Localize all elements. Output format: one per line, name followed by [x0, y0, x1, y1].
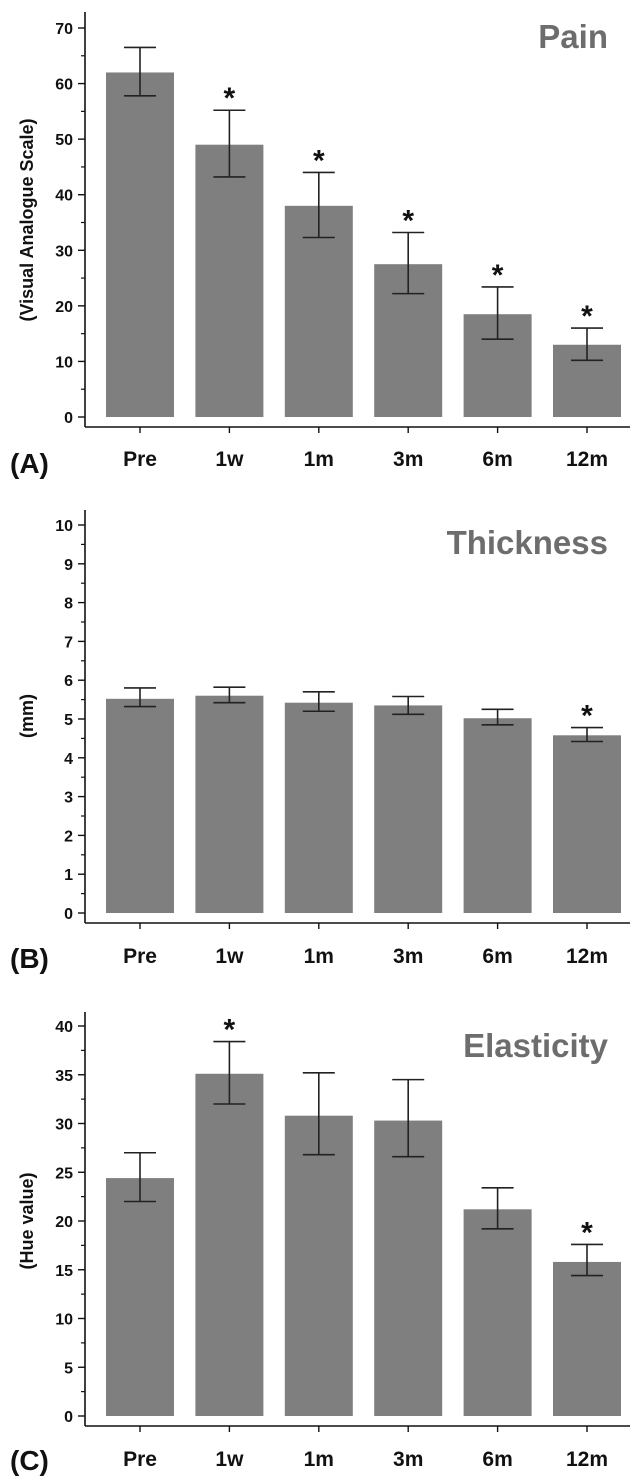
x-tick-label: 6m: [482, 1448, 512, 1471]
bar: [106, 72, 174, 417]
significance-marker: *: [581, 700, 593, 733]
y-tick-label: 10: [55, 518, 73, 535]
bar: [464, 1209, 532, 1416]
y-tick-label: 10: [55, 354, 73, 371]
significance-marker: *: [581, 1216, 593, 1249]
chart-title: Thickness: [447, 524, 608, 561]
bar: [374, 705, 442, 913]
y-tick-label: 8: [64, 596, 73, 613]
y-tick-label: 50: [55, 132, 73, 149]
bar: [106, 699, 174, 913]
y-axis-label: (Hue value): [17, 1172, 37, 1269]
chart-panel-2: Pre 1w 1m 3m 6m * 12m 0 1 2 3 4 5 6 7 8 9 10 (mm) Thickness…: [10, 510, 630, 974]
x-tick-label: 3m: [393, 1448, 423, 1471]
y-tick-label: 2: [64, 828, 73, 845]
bar: [464, 718, 532, 913]
y-tick-label: 20: [55, 299, 73, 316]
x-tick-label: 1m: [304, 1448, 334, 1471]
y-tick-label: 70: [55, 21, 73, 38]
panel-label: (B): [10, 943, 49, 974]
x-tick-label: 3m: [393, 448, 423, 471]
bar: [195, 696, 263, 913]
chart-panel-3: Pre * 1w 1m 3m 6m * 12m 0 5 10 15 20 25 30 35 40 (Hue val…: [10, 1012, 630, 1476]
y-tick-label: 9: [64, 557, 73, 574]
significance-marker: *: [492, 259, 504, 292]
y-axis-label: (Visual Analogue Scale): [17, 118, 37, 321]
y-tick-label: 15: [55, 1263, 73, 1280]
y-tick-label: 6: [64, 673, 73, 690]
bar: [553, 735, 621, 913]
y-tick-label: 30: [55, 243, 73, 260]
y-tick-label: 3: [64, 790, 73, 807]
y-axis-label: (mm): [17, 694, 37, 738]
x-tick-label: 1w: [215, 945, 244, 968]
y-tick-label: 0: [64, 1409, 73, 1426]
y-tick-label: 5: [64, 1360, 73, 1377]
y-tick-label: 5: [64, 712, 73, 729]
x-tick-label: 12m: [566, 945, 608, 968]
chart-title: Pain: [538, 18, 608, 55]
y-tick-label: 1: [64, 867, 73, 884]
bar: [374, 1121, 442, 1416]
x-tick-label: 1w: [215, 1448, 244, 1471]
y-tick-label: 40: [55, 1019, 73, 1036]
significance-marker: *: [313, 144, 325, 177]
y-tick-label: 7: [64, 634, 73, 651]
x-tick-label: Pre: [123, 945, 157, 968]
bar: [195, 1074, 263, 1416]
y-tick-label: 0: [64, 906, 73, 923]
bar: [285, 1116, 353, 1416]
y-tick-label: 40: [55, 188, 73, 205]
x-tick-label: 6m: [482, 448, 512, 471]
panel-label: (A): [10, 448, 49, 479]
significance-marker: *: [402, 205, 414, 238]
significance-marker: *: [224, 82, 236, 115]
chart-title: Elasticity: [463, 1027, 609, 1064]
y-tick-label: 30: [55, 1117, 73, 1134]
y-tick-label: 4: [64, 751, 73, 768]
significance-marker: *: [224, 1014, 236, 1047]
y-tick-label: 0: [64, 410, 73, 427]
y-tick-label: 60: [55, 77, 73, 94]
x-tick-label: Pre: [123, 1448, 157, 1471]
y-tick-label: 10: [55, 1312, 73, 1329]
x-tick-label: 12m: [566, 1448, 608, 1471]
bar: [285, 703, 353, 913]
x-tick-label: 12m: [566, 448, 608, 471]
x-tick-label: 3m: [393, 945, 423, 968]
x-tick-label: 1w: [215, 448, 244, 471]
y-tick-label: 25: [55, 1165, 73, 1182]
bar: [553, 1262, 621, 1416]
significance-marker: *: [581, 300, 593, 333]
bar: [106, 1178, 174, 1416]
y-tick-label: 35: [55, 1068, 73, 1085]
chart-panel-1: Pre * 1w * 1m * 3m * 6m * 12m 0 10 20 30 40 50 60 70 (Visua…: [10, 12, 630, 479]
y-tick-label: 20: [55, 1214, 73, 1231]
x-tick-label: 1m: [304, 945, 334, 968]
panel-label: (C): [10, 1445, 49, 1476]
bar: [195, 145, 263, 417]
x-tick-label: 6m: [482, 945, 512, 968]
x-tick-label: Pre: [123, 448, 157, 471]
x-tick-label: 1m: [304, 448, 334, 471]
